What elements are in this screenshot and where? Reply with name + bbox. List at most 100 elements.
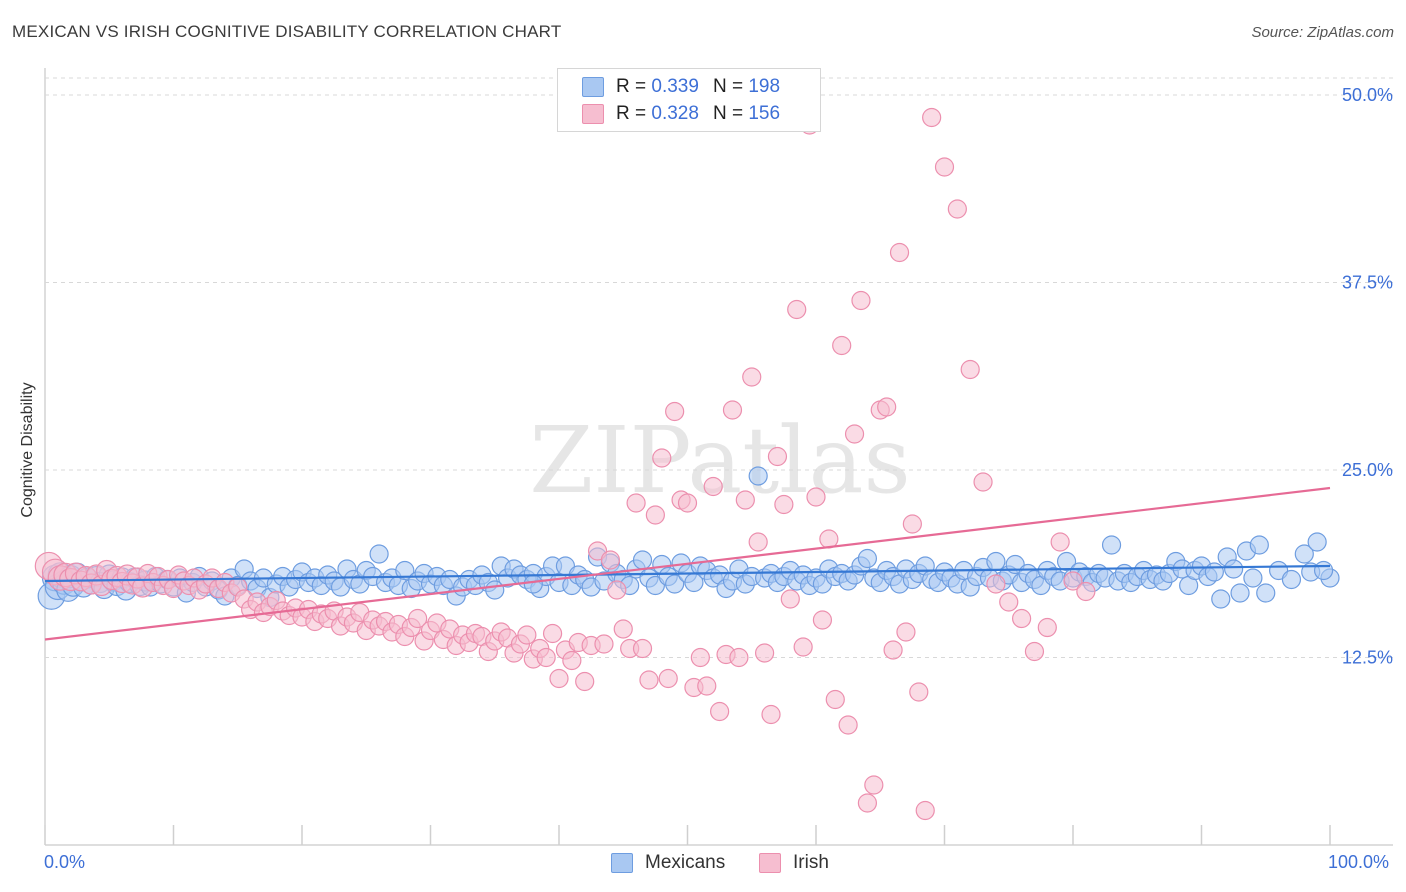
mexicans-point <box>748 466 768 486</box>
irish-point <box>864 775 884 795</box>
irish-point <box>909 682 929 702</box>
irish-point <box>986 574 1006 594</box>
irish-point <box>851 290 871 311</box>
irish-point <box>742 367 762 387</box>
irish-point <box>549 668 569 689</box>
irish-point <box>690 647 710 668</box>
irish-point <box>922 107 942 128</box>
irish-point <box>761 704 781 725</box>
x-tick-left: 0.0% <box>44 852 86 872</box>
mexicans-point <box>986 551 1006 572</box>
legend-label-mexicans: Mexicans <box>645 852 726 873</box>
y-axis-label-wrap: Cognitive Disability <box>8 300 48 600</box>
mexicans-trend-line <box>44 564 1331 583</box>
r-label: R = <box>616 76 647 97</box>
mexicans-point <box>1243 568 1263 588</box>
mexicans-point <box>1056 551 1077 572</box>
irish-trend-line <box>44 486 1331 641</box>
mexicans-point <box>1256 583 1276 603</box>
y-tick-label: 50.0% <box>1342 85 1393 105</box>
mexicans-point <box>1204 562 1224 582</box>
mexicans-point <box>1211 589 1231 609</box>
irish-point <box>517 625 537 645</box>
irish-point <box>960 359 980 380</box>
mexicans-point <box>1313 560 1334 581</box>
irish-point <box>697 676 717 696</box>
mexicans-point <box>1307 532 1327 552</box>
mexicans-point <box>1101 535 1122 555</box>
irish-point <box>889 242 910 263</box>
irish-point <box>710 701 730 722</box>
mexicans-point <box>1294 544 1314 564</box>
mexicans-swatch <box>611 853 633 873</box>
r-value: 0.328 <box>651 103 699 124</box>
irish-point <box>632 638 653 659</box>
irish-point <box>838 715 858 735</box>
irish-point <box>658 668 678 689</box>
irish-point <box>780 589 800 609</box>
legend-item-irish[interactable]: Irish <box>759 852 829 874</box>
r-label: R = <box>616 103 647 124</box>
irish-point <box>703 476 723 497</box>
irish-point <box>645 505 665 525</box>
irish-point <box>408 608 428 629</box>
irish-point <box>902 514 922 534</box>
irish-point <box>748 532 768 552</box>
irish-point <box>677 493 698 513</box>
legend-row-mexicans: R = 0.339 N = 198 <box>582 75 780 99</box>
mexicans-point <box>1230 583 1250 603</box>
mexicans-point <box>665 574 685 594</box>
r-value: 0.339 <box>651 76 699 97</box>
irish-point <box>722 400 743 420</box>
irish-point <box>934 157 955 177</box>
irish-point <box>947 199 967 219</box>
irish-point <box>774 494 794 515</box>
legend-row-irish: R = 0.328 N = 156 <box>582 102 780 126</box>
mexicans-point <box>1224 559 1244 579</box>
irish-point <box>812 610 833 630</box>
mexicans-point <box>395 560 415 581</box>
y-axis-label: Cognitive Disability <box>19 382 36 518</box>
irish-point <box>652 448 672 468</box>
irish-point <box>844 424 865 444</box>
irish-point <box>613 619 633 639</box>
irish-point <box>825 689 845 710</box>
irish-point <box>665 401 685 422</box>
correlation-legend: R = 0.339 N = 198 R = 0.328 N = 156 <box>557 68 821 132</box>
irish-point <box>832 335 852 356</box>
irish-point <box>793 637 813 657</box>
irish-point <box>575 671 595 692</box>
mexicans-point <box>523 574 543 594</box>
irish-point <box>787 299 807 320</box>
irish-swatch <box>582 104 604 124</box>
mexicans-point <box>632 550 653 570</box>
n-value: 156 <box>748 103 781 124</box>
mexicans-swatch <box>582 77 604 97</box>
irish-point <box>1050 532 1070 552</box>
irish-point <box>1037 617 1057 638</box>
irish-point <box>1024 641 1045 662</box>
irish-point <box>999 592 1019 612</box>
chart-title: MEXICAN VS IRISH COGNITIVE DISABILITY CO… <box>12 22 562 41</box>
watermark: ZIPatlas <box>529 407 910 514</box>
irish-point <box>626 493 646 513</box>
legend-label-irish: Irish <box>793 852 829 873</box>
n-value: 198 <box>748 76 781 97</box>
irish-point <box>594 634 614 654</box>
mexicans-point <box>1249 535 1269 555</box>
irish-point <box>600 550 621 570</box>
irish-point <box>1011 608 1032 629</box>
y-tick-label: 25.0% <box>1342 460 1393 480</box>
n-label: N = <box>712 76 744 97</box>
irish-point <box>767 446 788 467</box>
irish-point <box>806 487 826 507</box>
irish-point <box>536 647 556 668</box>
legend-item-mexicans[interactable]: Mexicans <box>611 852 725 874</box>
mexicans-point <box>369 544 389 564</box>
irish-point <box>883 640 903 660</box>
series-legend: Mexicans Irish <box>0 852 1406 876</box>
mexicans-point <box>1281 569 1302 590</box>
irish-point <box>896 622 916 642</box>
irish-point <box>915 800 935 821</box>
